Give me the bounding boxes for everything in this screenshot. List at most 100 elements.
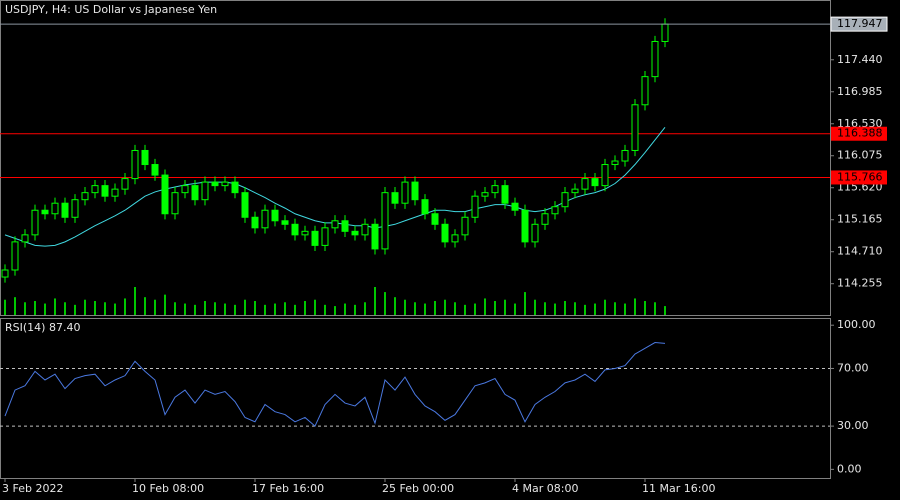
candle-body xyxy=(551,206,559,215)
candle-body xyxy=(411,181,419,201)
volume-bar xyxy=(64,302,66,315)
main-panel-frame xyxy=(0,0,831,316)
candle-body xyxy=(91,185,99,194)
candle-body xyxy=(591,178,599,187)
volume-bar xyxy=(444,299,446,315)
candle-body xyxy=(421,199,429,215)
candle-body xyxy=(161,174,169,215)
candle-body xyxy=(451,234,459,243)
y-tick-label: 115.165 xyxy=(837,213,883,226)
last-price-label: 117.947 xyxy=(837,17,883,30)
candle-body xyxy=(471,195,479,218)
candle-body xyxy=(31,209,39,236)
y-tick-label: 114.255 xyxy=(837,277,883,290)
candle-body xyxy=(71,199,79,218)
candle-body xyxy=(241,192,249,218)
candle-body xyxy=(211,181,219,187)
y-tick-label: 70.00 xyxy=(837,361,869,374)
x-tick-label: 4 Mar 08:00 xyxy=(512,482,578,495)
volume-bar xyxy=(314,299,316,315)
volume-bar xyxy=(344,303,346,315)
candle-body xyxy=(191,185,199,201)
candle-body xyxy=(431,213,439,225)
volume-bar xyxy=(474,303,476,315)
y-tick-label: 116.075 xyxy=(837,149,883,162)
volume-bar xyxy=(164,294,166,315)
volume-bar xyxy=(414,302,416,315)
volume-bar xyxy=(644,301,646,315)
volume-bar xyxy=(404,299,406,315)
volume-bar xyxy=(214,302,216,315)
candle-body xyxy=(531,223,539,243)
volume-bar xyxy=(354,304,356,315)
candle-body xyxy=(291,223,299,236)
volume-bar xyxy=(454,302,456,315)
candle-body xyxy=(251,216,259,229)
candle-body xyxy=(341,220,349,232)
volume-bar xyxy=(194,304,196,315)
candle-body xyxy=(61,202,69,218)
volume-bar xyxy=(544,302,546,315)
candle-body xyxy=(321,227,329,246)
candle-body xyxy=(111,188,119,197)
candle-body xyxy=(281,220,289,225)
volume-bar xyxy=(424,303,426,315)
candle-body xyxy=(381,192,389,250)
candle-body xyxy=(11,241,19,271)
volume-bar xyxy=(364,302,366,315)
volume-bar xyxy=(274,303,276,315)
candle-body xyxy=(371,223,379,250)
candle-body xyxy=(501,185,509,204)
candle-body xyxy=(81,192,89,201)
volume-bar xyxy=(174,302,176,315)
volume-bar xyxy=(44,303,46,315)
volume-bar xyxy=(264,304,266,315)
volume-bar xyxy=(94,301,96,315)
candle-body xyxy=(151,164,159,176)
candle-body xyxy=(201,181,209,201)
volume-bar xyxy=(564,301,566,315)
candle-body xyxy=(301,230,309,236)
volume-bar xyxy=(584,304,586,315)
volume-bar xyxy=(634,298,636,315)
volume-bar xyxy=(224,303,226,315)
volume-bar xyxy=(24,302,26,315)
level-label: 115.766 xyxy=(837,170,883,183)
candle-body xyxy=(311,230,319,246)
volume-bar xyxy=(604,299,606,315)
volume-bar xyxy=(654,302,656,315)
volume-bar xyxy=(144,297,146,315)
candle-body xyxy=(141,149,149,166)
candle-body xyxy=(511,202,519,211)
volume-bar xyxy=(374,287,376,315)
last-price-tag xyxy=(830,16,888,32)
candle-body xyxy=(231,181,239,194)
candle-body xyxy=(611,160,619,166)
candle-body xyxy=(131,149,139,180)
volume-bar xyxy=(4,299,6,315)
level-tag xyxy=(831,126,887,141)
y-tick-label: 117.440 xyxy=(837,53,883,66)
candle-body xyxy=(1,269,9,278)
candle-body xyxy=(21,234,29,243)
volume-bar xyxy=(34,301,36,315)
volume-bar xyxy=(14,297,16,315)
volume-bar xyxy=(284,302,286,315)
volume-bar xyxy=(244,299,246,315)
volume-bar xyxy=(554,303,556,315)
volume-bar xyxy=(464,304,466,315)
candle-body xyxy=(101,185,109,197)
y-tick-label: 100.00 xyxy=(837,318,876,331)
candle-body xyxy=(391,192,399,204)
volume-bar xyxy=(234,304,236,315)
volume-bar xyxy=(104,302,106,315)
candle-body xyxy=(561,192,569,208)
y-tick-label: 30.00 xyxy=(837,419,869,432)
x-tick-label: 25 Feb 00:00 xyxy=(382,482,454,495)
volume-bar xyxy=(574,302,576,315)
candle-body xyxy=(521,209,529,243)
candle-body xyxy=(461,216,469,236)
volume-bar xyxy=(84,299,86,315)
y-tick-label: 114.710 xyxy=(837,245,883,258)
